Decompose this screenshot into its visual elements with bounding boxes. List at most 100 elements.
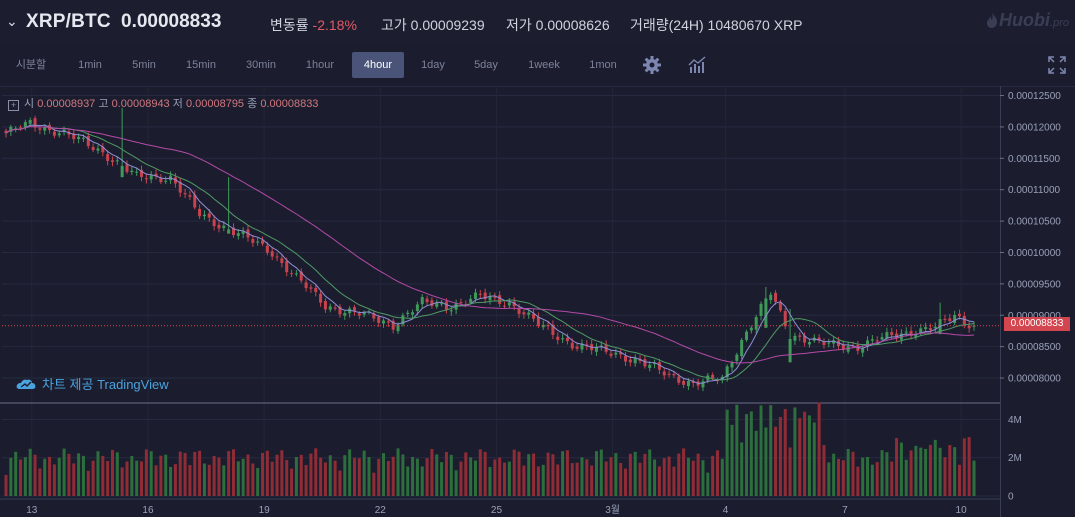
volume-bar — [503, 462, 507, 496]
tab-timeframe-30min[interactable]: 30min — [246, 59, 276, 71]
volume-bar — [57, 457, 61, 496]
volume-bar — [323, 462, 327, 496]
change-stat: 변동률 -2.18% — [270, 15, 357, 35]
volume-bar — [551, 454, 555, 496]
candle-body — [77, 136, 81, 140]
candle-body — [81, 137, 85, 139]
candle-body — [788, 338, 792, 363]
volume-bar — [657, 466, 661, 496]
candle-body — [778, 302, 782, 311]
volume-bar — [638, 462, 642, 496]
chart-toolbar: 시분할 1min 5min 15min 30min 1hour 4hour 1d… — [0, 44, 1075, 87]
tab-timeframe-15min[interactable]: 15min — [186, 59, 216, 71]
candle-body — [594, 347, 598, 352]
candle-body — [222, 225, 226, 229]
volume-bar — [183, 452, 187, 496]
price-tick-label: 0.00010500 — [1008, 217, 1061, 228]
volume-bar — [377, 458, 381, 496]
volume-bar — [822, 445, 826, 496]
volume-bar — [382, 453, 386, 496]
volume-bar — [246, 454, 250, 496]
brand-suffix: .pro — [1050, 17, 1069, 29]
volume-bar — [222, 465, 226, 496]
volume-bar — [488, 466, 492, 496]
low-value: 0.00008626 — [535, 17, 610, 33]
volume-bar — [967, 437, 971, 496]
volume-bar — [328, 455, 332, 496]
volume-bar — [633, 451, 637, 496]
candle-body — [677, 376, 681, 383]
fullscreen-icon[interactable] — [1046, 54, 1068, 76]
tab-timeframe-5day[interactable]: 5day — [474, 59, 498, 71]
volume-bar — [406, 466, 410, 496]
tab-timeframe-1min[interactable]: 1min — [78, 59, 102, 71]
chevron-down-icon[interactable]: ⌄ — [6, 13, 18, 29]
volume-bar — [764, 427, 768, 496]
volume-bar — [735, 404, 739, 496]
pair-selector[interactable]: XRP/BTC — [26, 11, 111, 32]
candle-body — [798, 335, 802, 337]
candle-body — [406, 312, 410, 315]
volume-bar — [870, 464, 874, 496]
indicator-chart-icon[interactable] — [687, 54, 709, 76]
tab-timeframe-4hour[interactable]: 4hour — [352, 52, 404, 78]
volume-bar — [604, 461, 608, 496]
volume-bar — [662, 458, 666, 496]
tradingview-attribution[interactable]: 차트 제공 TradingView — [16, 374, 169, 393]
volume-bar — [807, 415, 811, 496]
volume-bar — [372, 472, 376, 496]
volume-bar — [546, 452, 550, 496]
candle-body — [890, 332, 894, 336]
volume-bar — [614, 453, 618, 496]
volume-bar — [575, 462, 579, 496]
volume-bar — [319, 457, 323, 496]
candle-body — [972, 325, 976, 327]
volume-bar — [711, 455, 715, 496]
candle-body — [319, 293, 323, 303]
tab-timeframe-1week[interactable]: 1week — [528, 59, 560, 71]
volume-bar — [52, 464, 56, 496]
volume-bar — [851, 451, 855, 496]
volume-bar — [169, 466, 173, 496]
tab-timeframe-1mon[interactable]: 1mon — [589, 59, 617, 71]
tab-timeframe-1hour[interactable]: 1hour — [305, 59, 335, 71]
volume-bar — [880, 450, 884, 496]
volume-bar — [236, 461, 240, 496]
volume-bar — [590, 465, 594, 496]
tab-timeframe-realtime[interactable]: 시분할 — [15, 59, 47, 71]
candle-body — [415, 304, 419, 311]
expand-icon[interactable]: + — [8, 100, 19, 111]
volume-bar — [517, 451, 521, 496]
price-tick-label: 0.00012000 — [1008, 122, 1061, 133]
candle-body — [372, 313, 376, 319]
time-tick-label: 4 — [723, 505, 729, 516]
high-stat: 고가 0.00009239 — [381, 15, 485, 35]
volume-bar — [909, 450, 913, 496]
candle-body — [614, 352, 618, 355]
tab-timeframe-1day[interactable]: 1day — [421, 59, 445, 71]
candle-body — [333, 307, 337, 309]
price-tick-label: 0.00011000 — [1008, 185, 1061, 196]
candle-body — [933, 326, 937, 329]
volume-bar — [207, 464, 211, 496]
volume-bar — [715, 450, 719, 496]
tab-timeframe-5min[interactable]: 5min — [132, 59, 156, 71]
volume-bar — [895, 437, 899, 496]
candle-body — [880, 337, 884, 340]
candle-body — [188, 195, 192, 197]
volume-bar — [875, 462, 879, 496]
gear-icon[interactable] — [641, 54, 663, 76]
volume-bar — [333, 460, 337, 496]
volume-bar — [391, 456, 395, 496]
candle-body — [541, 325, 545, 328]
volume-bar — [778, 417, 782, 496]
volume-bar — [957, 464, 961, 496]
candle-body — [135, 171, 139, 173]
volume-bar — [643, 453, 647, 496]
candle-body — [411, 312, 415, 315]
candle-body — [430, 300, 434, 306]
price-chart[interactable]: 0.00012500 0.00012000 0.00011500 0.00011000… — [0, 86, 1075, 517]
volume-bar — [38, 468, 42, 496]
candle-body — [348, 308, 352, 314]
volume-bar — [193, 451, 197, 496]
